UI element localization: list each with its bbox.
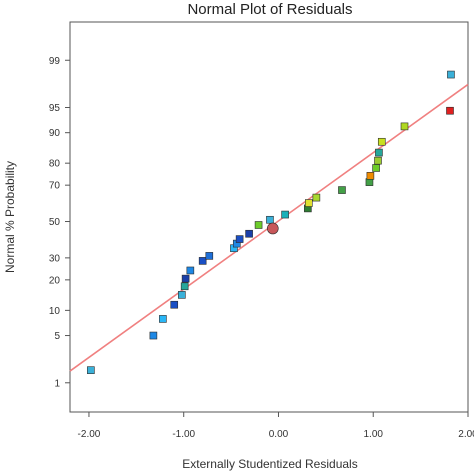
data-point bbox=[178, 291, 186, 299]
y-tick-label: 90 bbox=[49, 128, 61, 139]
y-tick-label: 30 bbox=[49, 253, 61, 264]
x-axis-label: Externally Studentized Residuals bbox=[182, 457, 357, 471]
data-point bbox=[181, 274, 190, 283]
data-point bbox=[266, 215, 274, 224]
plot-frame bbox=[69, 21, 469, 413]
x-axis: -2.00 -1.00 0.00 1.00 2.00 bbox=[78, 412, 474, 440]
data-point bbox=[377, 137, 386, 146]
y-tick-label: 10 bbox=[49, 306, 61, 317]
data-point bbox=[170, 300, 179, 309]
x-tick-label: -1.00 bbox=[172, 429, 195, 440]
data-point bbox=[180, 282, 189, 291]
y-tick-label: 80 bbox=[49, 159, 61, 170]
data-point bbox=[159, 315, 167, 323]
data-point bbox=[312, 193, 321, 202]
data-point bbox=[447, 70, 455, 79]
y-tick-label: 20 bbox=[49, 275, 61, 286]
data-point bbox=[375, 148, 383, 157]
y-tick-label: 70 bbox=[49, 181, 61, 192]
highlight-point bbox=[266, 222, 279, 235]
data-point bbox=[149, 331, 158, 340]
data-point bbox=[235, 235, 244, 243]
data-point bbox=[374, 156, 382, 165]
data-point bbox=[338, 186, 346, 194]
y-axis: 1 5 10 20 30 50 70 80 90 95 99 bbox=[49, 56, 70, 389]
y-tick-label: 99 bbox=[49, 56, 61, 67]
data-point bbox=[281, 210, 289, 219]
data-point bbox=[254, 221, 263, 229]
y-axis-label: Normal % Probability bbox=[3, 161, 17, 273]
x-tick-label: 1.00 bbox=[364, 429, 384, 440]
chart-title: Normal Plot of Residuals bbox=[187, 1, 352, 18]
data-point bbox=[198, 257, 207, 265]
x-tick-label: -2.00 bbox=[78, 429, 101, 440]
data-point bbox=[186, 266, 195, 275]
data-point bbox=[372, 164, 380, 172]
x-tick-label: 2.00 bbox=[458, 429, 474, 440]
y-tick-label: 50 bbox=[49, 217, 61, 228]
data-point bbox=[366, 172, 375, 180]
y-tick-label: 5 bbox=[54, 331, 60, 342]
data-point bbox=[365, 178, 374, 186]
data-point bbox=[205, 252, 214, 260]
data-point bbox=[400, 122, 409, 131]
data-point bbox=[446, 106, 454, 115]
data-point bbox=[87, 366, 95, 374]
x-tick-label: 0.00 bbox=[269, 429, 289, 440]
data-point bbox=[245, 229, 253, 238]
y-tick-label: 1 bbox=[54, 378, 60, 389]
data-point bbox=[304, 199, 313, 207]
data-points bbox=[87, 70, 455, 374]
y-tick-label: 95 bbox=[49, 103, 61, 114]
